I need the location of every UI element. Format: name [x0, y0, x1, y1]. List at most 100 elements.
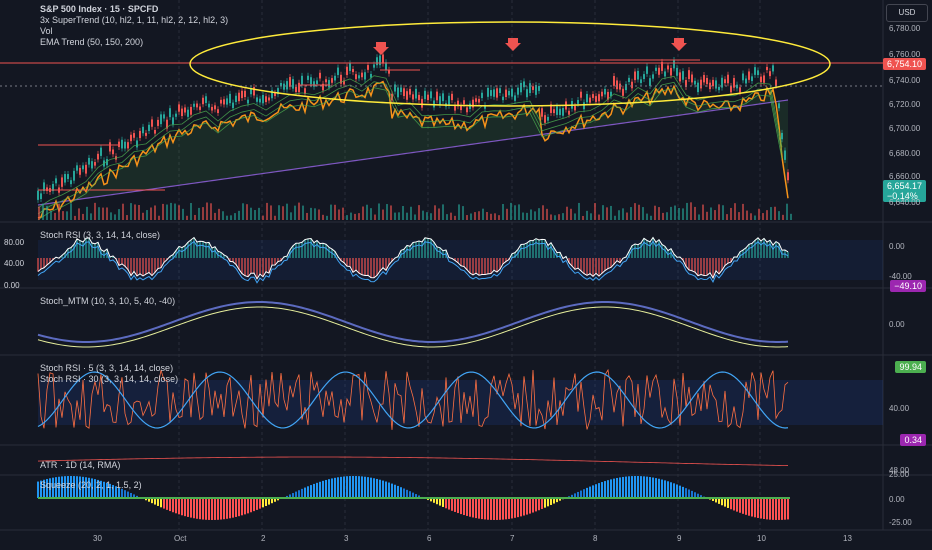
squeeze-bar [610, 479, 612, 498]
stoch-histogram [364, 258, 366, 276]
candle-body [190, 106, 192, 115]
last-price-change: −0.14% [886, 191, 918, 201]
candle-body [94, 162, 96, 166]
candle-body [508, 90, 510, 96]
candle-body [718, 86, 720, 91]
volume-bar [782, 214, 784, 220]
squeeze-bar [46, 478, 48, 498]
squeeze-bar [499, 498, 501, 520]
candle-body [751, 76, 753, 82]
squeeze-legend[interactable]: Squeeze (20, 2, 1, 1.5, 2) [40, 480, 142, 490]
squeeze-bar [739, 498, 741, 513]
squeeze-bar [304, 487, 306, 498]
symbol-title[interactable]: S&P 500 Index · 15 · SPCFD [40, 4, 159, 14]
stoch-histogram [127, 258, 129, 270]
candle-body [397, 87, 399, 98]
volume-bar [154, 205, 156, 220]
candle-body [685, 80, 687, 88]
volume-bar [234, 213, 236, 220]
stoch-histogram [190, 239, 192, 258]
stoch-histogram [538, 240, 540, 258]
candle-body [412, 94, 414, 100]
volume-bar [366, 204, 368, 220]
candle-body [739, 87, 741, 93]
currency-button[interactable]: USD [886, 4, 928, 22]
squeeze-bar [730, 498, 732, 510]
stoch-histogram [235, 258, 237, 265]
candle-body [493, 89, 495, 97]
candle-body [184, 107, 186, 113]
y-tick: 6,760.00 [889, 50, 921, 59]
stoch-histogram [496, 258, 498, 273]
stoch-rsi-30-legend[interactable]: Stoch RSI · 30 (3, 3, 14, 14, close) [40, 374, 179, 384]
stoch-histogram [220, 252, 222, 258]
indicator-vol-label[interactable]: Vol [40, 26, 53, 36]
squeeze-bar [274, 498, 276, 502]
mtm-signal [37, 306, 789, 348]
candle-body [160, 114, 162, 125]
volume-bar [58, 203, 60, 220]
squeeze-bar [343, 476, 345, 498]
squeeze-bar [133, 494, 135, 498]
stoch-histogram [568, 258, 570, 263]
stoch-histogram [751, 243, 753, 258]
stoch-rsi-right-tick: -40.00 [889, 272, 912, 281]
stoch-histogram [493, 258, 495, 271]
stoch-histogram [178, 246, 180, 258]
volume-bar [350, 212, 352, 220]
stoch-histogram [631, 245, 633, 258]
x-tick: 6 [427, 534, 432, 543]
stoch-histogram [214, 246, 216, 258]
squeeze-bar [646, 476, 648, 498]
stoch-mtm-legend[interactable]: Stoch_MTM (10, 3, 10, 5, 40, -40) [40, 296, 176, 306]
squeeze-bar [496, 498, 498, 520]
volume-bar [266, 202, 268, 220]
candle-body [535, 85, 537, 95]
stoch-histogram [673, 254, 675, 258]
candle-body [319, 72, 321, 79]
atr-legend[interactable]: ATR · 1D (14, RMA) [40, 460, 121, 470]
volume-bar [210, 203, 212, 220]
volume-bar [170, 202, 172, 220]
stoch-rsi-5-legend[interactable]: Stoch RSI · 5 (3, 3, 14, 14, close) [40, 363, 174, 373]
stoch-histogram [754, 240, 756, 258]
stoch-histogram [775, 241, 777, 258]
squeeze-bar [745, 498, 747, 515]
candle-body [655, 67, 657, 71]
volume-bar [146, 210, 148, 220]
squeeze-bar [760, 498, 762, 519]
squeeze-bar [289, 494, 291, 498]
squeeze-bar [154, 498, 156, 505]
squeeze-bar [379, 479, 381, 498]
volume-bar [634, 203, 636, 220]
candle-body [421, 98, 423, 108]
candle-body [253, 87, 255, 96]
stoch-histogram [616, 258, 618, 261]
squeeze-right-tick: -25.00 [889, 518, 912, 527]
indicator-ema-label[interactable]: EMA Trend (50, 150, 200) [40, 37, 144, 47]
stoch-rsi-bottom-tag: 0.34 [900, 434, 926, 446]
squeeze-bar [481, 498, 483, 520]
stoch-histogram [286, 256, 288, 258]
volume-bar [378, 203, 380, 220]
stoch-histogram [469, 258, 471, 274]
volume-bar [690, 202, 692, 220]
stoch-histogram [715, 258, 717, 271]
squeeze-bar [355, 476, 357, 498]
squeeze-bar [271, 498, 273, 504]
volume-bar [510, 202, 512, 220]
stoch-histogram [130, 258, 132, 276]
volume-bar [274, 215, 276, 220]
last-price-tag: 6,654.17 −0.14% [882, 180, 926, 202]
stoch-rsi-legend[interactable]: Stoch RSI (3, 3, 14, 14, close) [40, 230, 161, 240]
stoch-histogram [472, 258, 474, 275]
volume-bar [314, 208, 316, 220]
squeeze-bar [583, 489, 585, 498]
squeeze-bar [190, 498, 192, 518]
candle-body [259, 98, 261, 103]
squeeze-bar [640, 476, 642, 498]
stoch-histogram [232, 258, 234, 262]
indicator-supertrend-label[interactable]: 3x SuperTrend (10, hl2, 1, 11, hl2, 2, 1… [40, 15, 229, 25]
squeeze-bar [319, 481, 321, 498]
